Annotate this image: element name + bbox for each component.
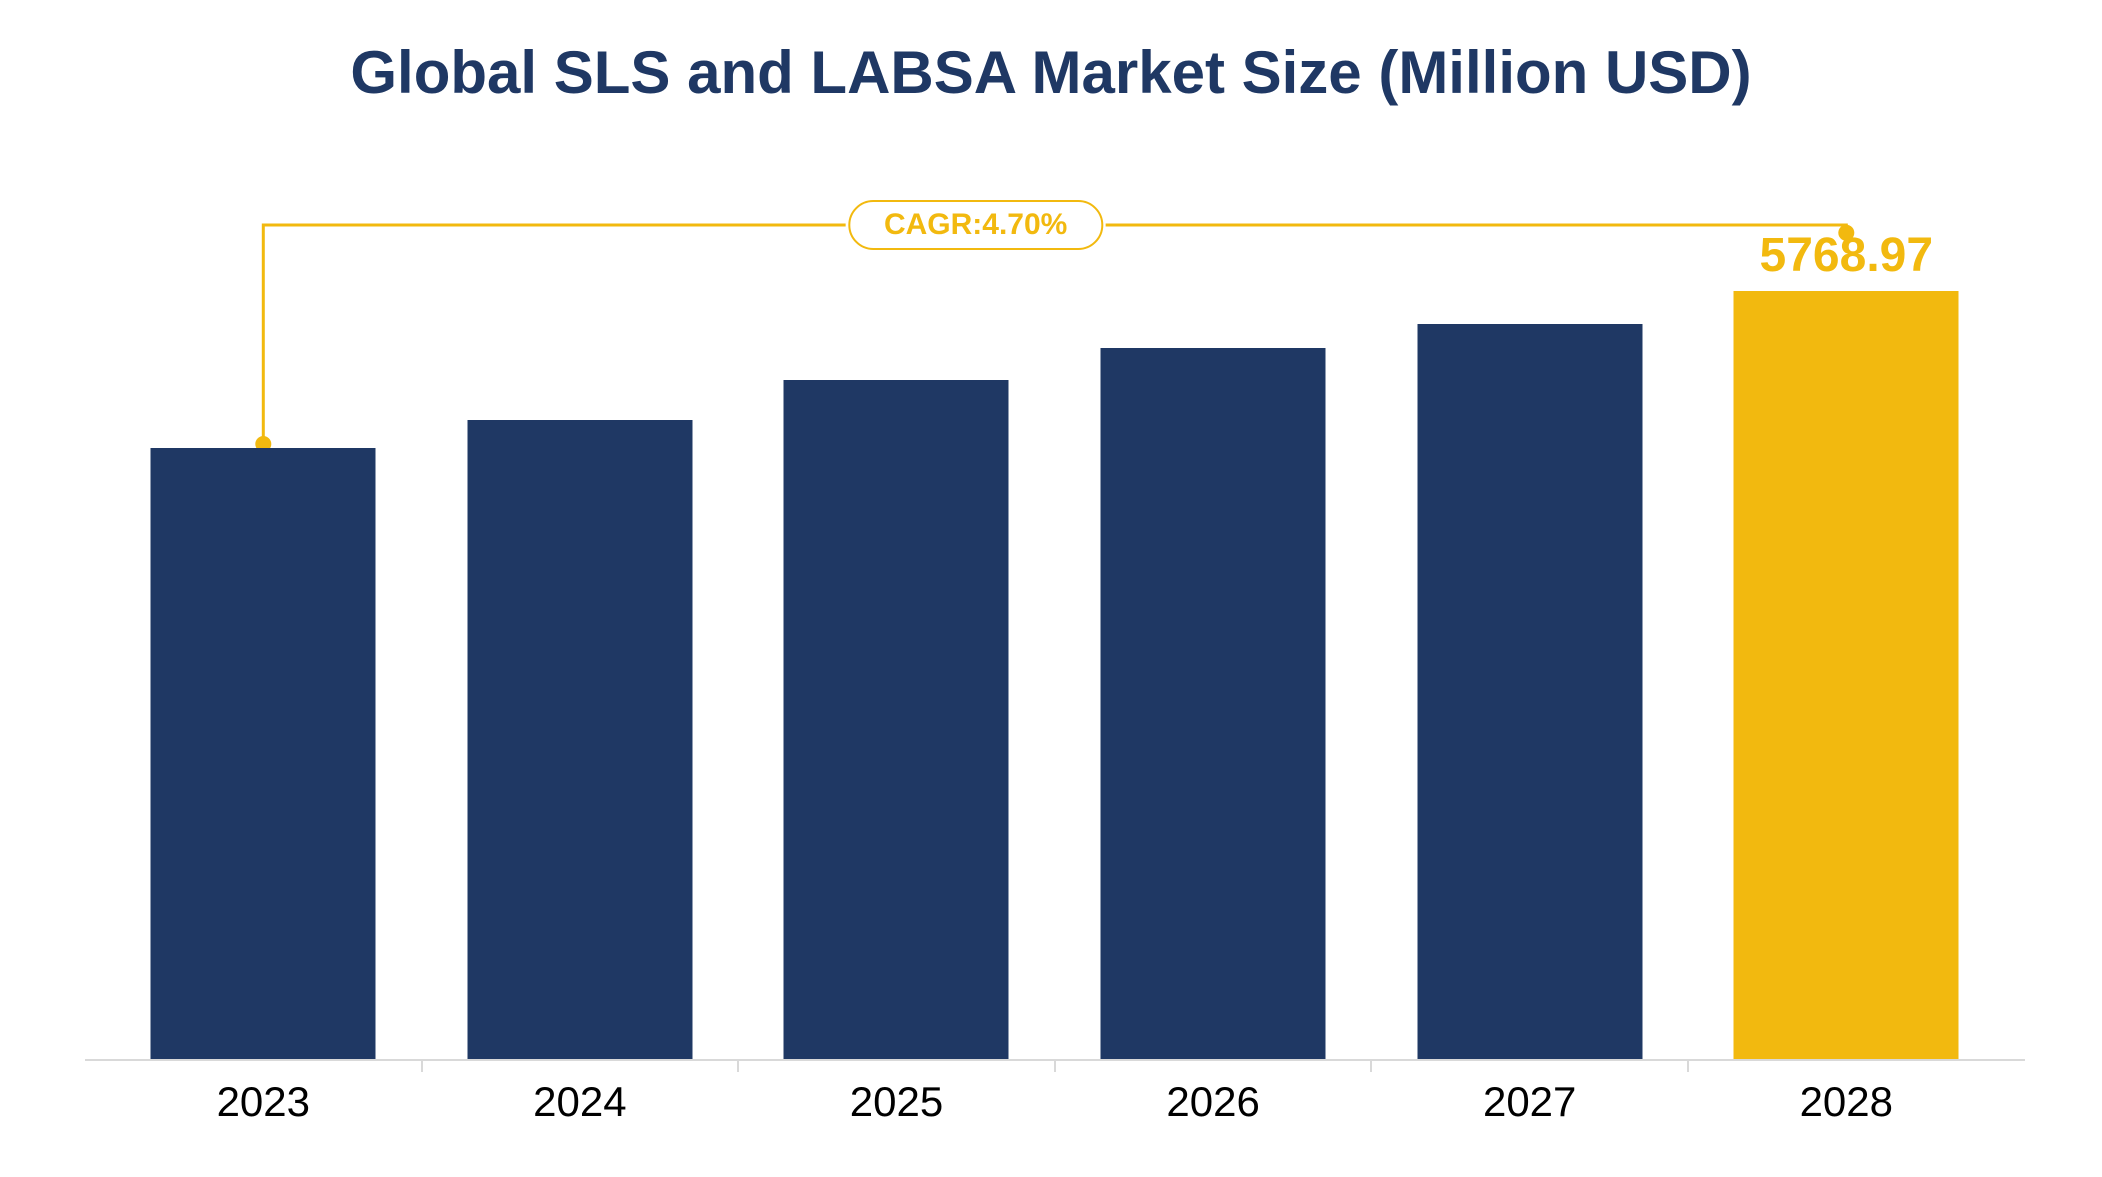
- cagr-badge: CAGR:4.70%: [848, 200, 1103, 250]
- chart-container: Global SLS and LABSA Market Size (Millio…: [0, 0, 2102, 1177]
- bar: [784, 380, 1009, 1060]
- chart-title: Global SLS and LABSA Market Size (Millio…: [0, 38, 2102, 107]
- x-axis-label: 2028: [1800, 1078, 1893, 1126]
- bar: [1734, 291, 1959, 1060]
- x-axis-label: 2027: [1483, 1078, 1576, 1126]
- x-axis-label: 2023: [217, 1078, 310, 1126]
- bars: 5768.97: [105, 260, 2005, 1060]
- bar-slot: [422, 260, 739, 1060]
- bar: [1417, 324, 1642, 1060]
- bar-slot: [738, 260, 1055, 1060]
- bar-slot: [1371, 260, 1688, 1060]
- x-tick: [1054, 1060, 1056, 1072]
- x-axis-label: 2026: [1166, 1078, 1259, 1126]
- x-tick: [1370, 1060, 1372, 1072]
- title-main: Global SLS and LABSA Market Size: [350, 39, 1378, 106]
- bar-slot: 5768.97: [1688, 260, 2005, 1060]
- x-axis-label: 2025: [850, 1078, 943, 1126]
- x-tick: [421, 1060, 423, 1072]
- plot-area: 5768.97 202320242025202620272028: [105, 260, 2005, 1060]
- bar-value-label: 5768.97: [1760, 228, 1934, 283]
- bar: [467, 420, 692, 1060]
- cagr-text: CAGR:4.70%: [884, 208, 1067, 241]
- title-sub: (Million USD): [1378, 39, 1751, 106]
- bar-slot: [1055, 260, 1372, 1060]
- x-tick: [1687, 1060, 1689, 1072]
- x-tick: [737, 1060, 739, 1072]
- bar: [1101, 348, 1326, 1060]
- bar: [151, 448, 376, 1060]
- x-axis-label: 2024: [533, 1078, 626, 1126]
- bar-slot: [105, 260, 422, 1060]
